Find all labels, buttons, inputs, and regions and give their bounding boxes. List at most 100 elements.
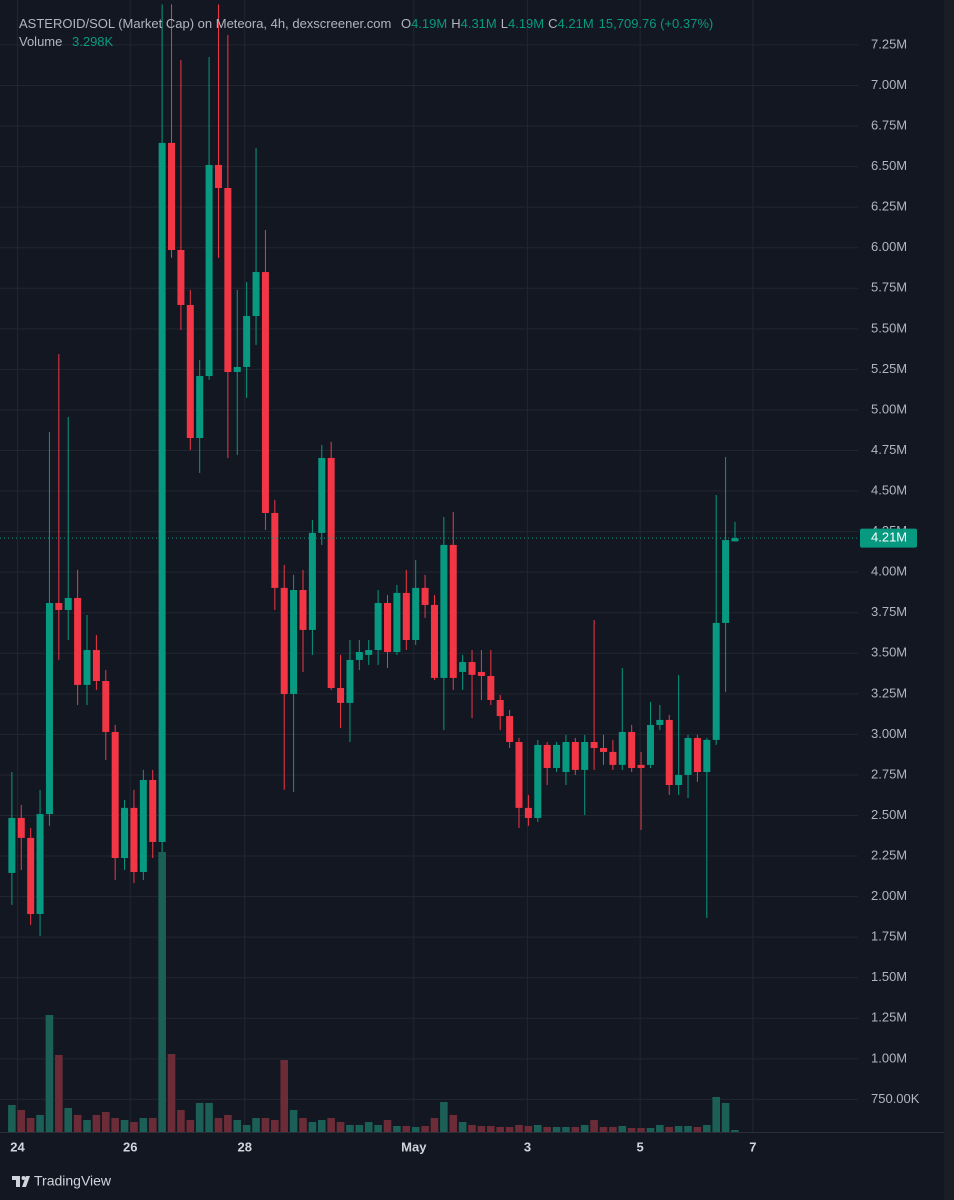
- volume-bar: [195, 1102, 204, 1132]
- volume-bar: [477, 1126, 486, 1132]
- volume-bar: [393, 1126, 401, 1132]
- candle-body: [290, 590, 298, 694]
- ohlc-value: 4.19M: [411, 16, 447, 31]
- candle-body: [506, 716, 514, 743]
- candle-body: [430, 604, 438, 678]
- volume-bar: [440, 1102, 448, 1132]
- candle-body: [280, 587, 288, 694]
- brand[interactable]: TradingView: [34, 1173, 112, 1189]
- volume-title: Volume: [19, 34, 62, 49]
- x-tick-label: 5: [637, 1139, 644, 1154]
- volume-bar: [646, 1128, 655, 1132]
- volume-bar: [8, 1104, 16, 1132]
- volume-bar: [308, 1122, 317, 1132]
- volume-bar: [177, 1110, 185, 1132]
- candle-body: [703, 739, 711, 773]
- candle-body: [271, 512, 279, 588]
- volume-bar: [317, 1120, 326, 1132]
- candle-body: [646, 724, 654, 765]
- candle-body: [224, 188, 232, 372]
- volume-bar: [721, 1102, 730, 1132]
- candle-body: [64, 597, 72, 610]
- volume-bar: [524, 1126, 533, 1132]
- candle-body: [637, 764, 645, 768]
- candle-body: [459, 662, 467, 672]
- candle-body: [440, 544, 448, 678]
- last-price-tag: [860, 528, 917, 548]
- footer: [0, 1165, 944, 1200]
- x-tick-label: 28: [238, 1139, 252, 1154]
- volume-bar: [327, 1118, 335, 1132]
- volume-bar: [111, 1118, 119, 1132]
- y-tick-label: 2.00M: [871, 888, 907, 903]
- volume-bar: [36, 1114, 44, 1132]
- ohlc: O4.19M H4.31M L4.19M C4.21M 15,709.76 (+0.37…: [401, 16, 713, 31]
- candle-body: [261, 272, 269, 513]
- volume-bar: [402, 1126, 411, 1132]
- y-tick-label: 1.25M: [871, 1010, 907, 1025]
- candle-body: [553, 744, 561, 768]
- chart-pane: [0, 0, 944, 1165]
- volume-bar: [83, 1120, 91, 1132]
- y-tick-label: 3.50M: [871, 645, 907, 660]
- volume-bar: [205, 1102, 213, 1132]
- volume-bar: [552, 1126, 561, 1132]
- volume-layer: [8, 852, 739, 1132]
- volume-bar: [590, 1120, 598, 1132]
- volume-bar: [252, 1118, 260, 1132]
- y-tick-label: 1.50M: [871, 969, 907, 984]
- candle-body: [590, 742, 598, 749]
- volume-bar: [73, 1114, 82, 1132]
- candle-body: [355, 651, 363, 660]
- y-tick-label: 5.50M: [871, 320, 907, 335]
- volume-bar: [233, 1120, 242, 1132]
- candle-body: [628, 731, 636, 768]
- volume-bar: [120, 1120, 129, 1132]
- candle-body: [534, 744, 542, 818]
- volume-bar: [411, 1126, 420, 1132]
- candle-body: [374, 602, 382, 651]
- candle-body: [252, 272, 260, 317]
- volume-bar: [674, 1126, 683, 1132]
- volume-bar: [374, 1124, 382, 1132]
- candle-body: [487, 675, 495, 700]
- candle-body: [233, 366, 241, 372]
- candle-body: [712, 622, 720, 740]
- y-tick-label: 1.75M: [871, 929, 907, 944]
- candle-body: [449, 544, 457, 678]
- chart-title: ASTEROID/SOL (Market Cap) on Meteora, 4h…: [19, 16, 391, 31]
- volume-bar: [487, 1126, 495, 1132]
- ohlc-key: L: [501, 16, 508, 31]
- y-tick-label: 7.00M: [871, 77, 907, 92]
- candle-layer: [8, 4, 739, 936]
- candle-body: [477, 671, 485, 676]
- y-tick-label: 3.00M: [871, 726, 907, 741]
- volume-bar: [289, 1110, 298, 1132]
- legend-line: ASTEROID/SOL (Market Cap) on Meteora, 4h…: [19, 16, 713, 31]
- candle-body: [205, 164, 213, 377]
- y-tick-label: 5.25M: [871, 361, 907, 376]
- y-tick-label: 6.25M: [871, 199, 907, 214]
- volume-bar: [618, 1126, 627, 1132]
- x-tick-label: 7: [749, 1139, 756, 1154]
- volume-bar: [562, 1126, 570, 1132]
- volume-bar: [26, 1118, 35, 1132]
- y-tick-label: 2.25M: [871, 847, 907, 862]
- ohlc-value: 4.19M: [508, 16, 544, 31]
- candle-body: [74, 597, 82, 685]
- candle-body: [308, 532, 316, 630]
- volume-bar: [101, 1112, 110, 1132]
- ohlc-value: 4.21M: [558, 16, 594, 31]
- candle-body: [693, 737, 701, 773]
- candle-body: [196, 376, 204, 439]
- candle-body: [102, 681, 110, 732]
- volume-bar: [731, 1130, 739, 1132]
- candle-body: [543, 744, 551, 768]
- x-tick-label: May: [401, 1139, 427, 1154]
- x-tick-label: 26: [123, 1139, 137, 1154]
- candle-body: [111, 731, 119, 859]
- candle-body: [618, 731, 626, 765]
- candle-body: [36, 814, 44, 914]
- volume-bar: [515, 1124, 523, 1132]
